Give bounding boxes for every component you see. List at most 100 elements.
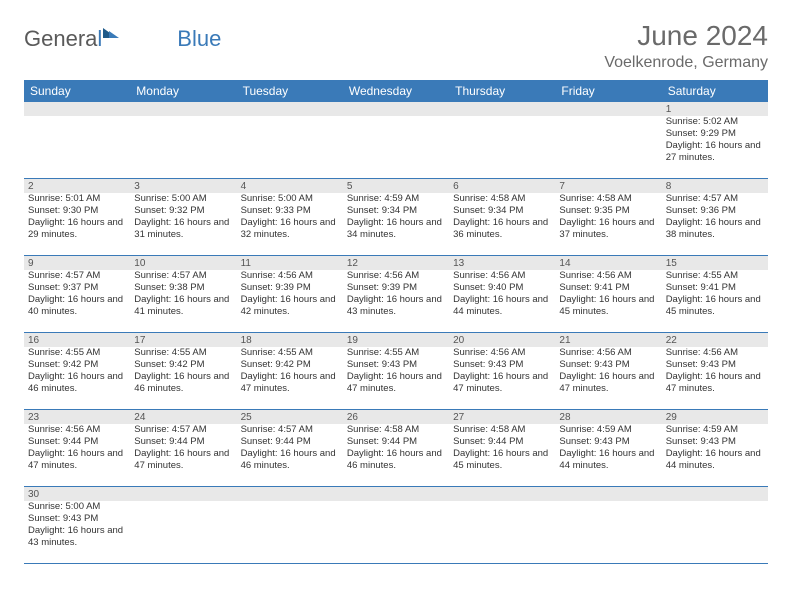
day-number: 14 [555,256,661,270]
sunrise-line: Sunrise: 4:56 AM [453,270,551,282]
day-cell: Sunrise: 5:00 AMSunset: 9:33 PMDaylight:… [237,193,343,255]
sunrise-line: Sunrise: 4:59 AM [347,193,445,205]
sunset-line: Sunset: 9:44 PM [241,436,339,448]
day-cell [130,116,236,178]
day-number: 7 [555,179,661,193]
week-row: Sunrise: 4:56 AMSunset: 9:44 PMDaylight:… [24,424,768,487]
daylight-line: Daylight: 16 hours and 38 minutes. [666,217,764,241]
day-number: 18 [237,333,343,347]
day-cell: Sunrise: 4:56 AMSunset: 9:43 PMDaylight:… [449,347,555,409]
day-number: 13 [449,256,555,270]
day-number: 15 [662,256,768,270]
day-header: Friday [555,80,661,102]
week-row: Sunrise: 5:02 AMSunset: 9:29 PMDaylight:… [24,116,768,179]
day-cell [343,501,449,563]
daylight-line: Daylight: 16 hours and 46 minutes. [347,448,445,472]
day-number: 23 [24,410,130,424]
day-cell: Sunrise: 4:57 AMSunset: 9:44 PMDaylight:… [237,424,343,486]
day-cell: Sunrise: 4:56 AMSunset: 9:43 PMDaylight:… [662,347,768,409]
daylight-line: Daylight: 16 hours and 40 minutes. [28,294,126,318]
sunrise-line: Sunrise: 5:01 AM [28,193,126,205]
day-number: 19 [343,333,449,347]
sunset-line: Sunset: 9:33 PM [241,205,339,217]
sunrise-line: Sunrise: 4:58 AM [559,193,657,205]
sunset-line: Sunset: 9:39 PM [347,282,445,294]
day-cell: Sunrise: 4:58 AMSunset: 9:35 PMDaylight:… [555,193,661,255]
day-cell: Sunrise: 4:59 AMSunset: 9:43 PMDaylight:… [555,424,661,486]
daylight-line: Daylight: 16 hours and 46 minutes. [134,371,232,395]
location-label: Voelkenrode, Germany [604,54,768,72]
day-cell [662,501,768,563]
daynum-row: 23242526272829 [24,410,768,424]
sunset-line: Sunset: 9:40 PM [453,282,551,294]
sunset-line: Sunset: 9:42 PM [241,359,339,371]
day-number: 9 [24,256,130,270]
daylight-line: Daylight: 16 hours and 32 minutes. [241,217,339,241]
sunset-line: Sunset: 9:41 PM [666,282,764,294]
daylight-line: Daylight: 16 hours and 37 minutes. [559,217,657,241]
day-number: 16 [24,333,130,347]
sunrise-line: Sunrise: 4:58 AM [347,424,445,436]
day-cell: Sunrise: 4:58 AMSunset: 9:34 PMDaylight:… [449,193,555,255]
day-cell: Sunrise: 4:56 AMSunset: 9:44 PMDaylight:… [24,424,130,486]
daylight-line: Daylight: 16 hours and 27 minutes. [666,140,764,164]
daylight-line: Daylight: 16 hours and 47 minutes. [559,371,657,395]
daylight-line: Daylight: 16 hours and 47 minutes. [28,448,126,472]
sunset-line: Sunset: 9:44 PM [453,436,551,448]
daynum-row: 16171819202122 [24,333,768,347]
daylight-line: Daylight: 16 hours and 44 minutes. [559,448,657,472]
calendar-page: General Blue June 2024 Voelkenrode, Germ… [0,0,792,584]
day-cell [130,501,236,563]
page-header: General Blue June 2024 Voelkenrode, Germ… [24,20,768,72]
sunset-line: Sunset: 9:34 PM [347,205,445,217]
logo-text-blue-rest: Blue [177,26,221,52]
daylight-line: Daylight: 16 hours and 47 minutes. [347,371,445,395]
daylight-line: Daylight: 16 hours and 44 minutes. [453,294,551,318]
sunrise-line: Sunrise: 4:55 AM [241,347,339,359]
daynum-row: 30...... [24,487,768,501]
day-header: Thursday [449,80,555,102]
day-cell: Sunrise: 5:01 AMSunset: 9:30 PMDaylight:… [24,193,130,255]
sunrise-line: Sunrise: 5:00 AM [241,193,339,205]
logo-sail-icon-2 [109,31,119,38]
day-cell: Sunrise: 4:59 AMSunset: 9:34 PMDaylight:… [343,193,449,255]
sunrise-line: Sunrise: 4:57 AM [666,193,764,205]
day-cell [237,116,343,178]
daylight-line: Daylight: 16 hours and 45 minutes. [559,294,657,318]
sunrise-line: Sunrise: 4:58 AM [453,193,551,205]
daylight-line: Daylight: 16 hours and 31 minutes. [134,217,232,241]
daylight-line: Daylight: 16 hours and 47 minutes. [134,448,232,472]
daylight-line: Daylight: 16 hours and 36 minutes. [453,217,551,241]
daynum-row: 2345678 [24,179,768,193]
day-number: 30 [24,487,130,501]
day-number: 12 [343,256,449,270]
sunrise-line: Sunrise: 4:59 AM [559,424,657,436]
sunrise-line: Sunrise: 5:00 AM [134,193,232,205]
sunset-line: Sunset: 9:36 PM [666,205,764,217]
sunset-line: Sunset: 9:43 PM [559,436,657,448]
day-cell: Sunrise: 4:58 AMSunset: 9:44 PMDaylight:… [449,424,555,486]
day-number: 1 [662,102,768,116]
sunrise-line: Sunrise: 4:57 AM [241,424,339,436]
daylight-line: Daylight: 16 hours and 46 minutes. [241,448,339,472]
day-number: 20 [449,333,555,347]
sunrise-line: Sunrise: 4:56 AM [453,347,551,359]
sunset-line: Sunset: 9:43 PM [453,359,551,371]
day-number: 4 [237,179,343,193]
day-cell: Sunrise: 5:00 AMSunset: 9:43 PMDaylight:… [24,501,130,563]
day-cell: Sunrise: 4:55 AMSunset: 9:41 PMDaylight:… [662,270,768,332]
day-number: 21 [555,333,661,347]
sunrise-line: Sunrise: 5:02 AM [666,116,764,128]
logo-text-blue-l: l [97,26,102,52]
sunrise-line: Sunrise: 4:55 AM [28,347,126,359]
week-row: Sunrise: 5:00 AMSunset: 9:43 PMDaylight:… [24,501,768,564]
sunrise-line: Sunrise: 4:56 AM [241,270,339,282]
sunset-line: Sunset: 9:44 PM [347,436,445,448]
sunrise-line: Sunrise: 4:56 AM [666,347,764,359]
sunset-line: Sunset: 9:38 PM [134,282,232,294]
daylight-line: Daylight: 16 hours and 44 minutes. [666,448,764,472]
day-cell: Sunrise: 4:56 AMSunset: 9:39 PMDaylight:… [237,270,343,332]
day-header: Wednesday [343,80,449,102]
sunset-line: Sunset: 9:41 PM [559,282,657,294]
sunrise-line: Sunrise: 4:56 AM [559,270,657,282]
